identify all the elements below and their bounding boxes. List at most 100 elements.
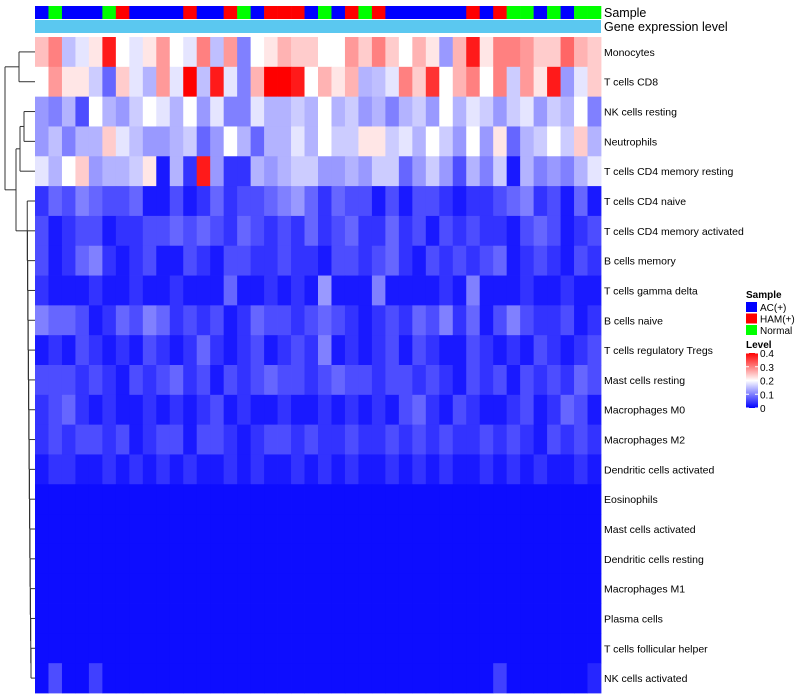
heatmap-cell <box>183 335 198 366</box>
heatmap-cell <box>88 305 103 336</box>
heatmap-cell <box>88 484 103 515</box>
heatmap-cell <box>264 335 278 366</box>
heatmap-cell <box>533 186 548 217</box>
heatmap-cell <box>88 335 103 366</box>
heatmap-cell <box>506 335 521 366</box>
row-label: T cells gamma delta <box>604 285 698 297</box>
heatmap-cell <box>398 126 413 157</box>
heatmap-cell <box>48 305 63 336</box>
heatmap-cell <box>115 96 130 127</box>
heatmap-cell <box>398 96 413 127</box>
heatmap-cell <box>560 66 575 98</box>
heatmap-cell <box>520 96 535 127</box>
heatmap-cell <box>75 66 90 98</box>
sample-annotation-cell <box>35 6 49 19</box>
heatmap-cell <box>574 245 588 276</box>
heatmap-cell <box>48 543 63 575</box>
heatmap-cell <box>142 573 157 604</box>
heatmap-cell <box>520 633 535 664</box>
heatmap-cell <box>169 573 184 604</box>
row-label: Dendritic cells resting <box>604 554 704 566</box>
heatmap-cell <box>142 514 157 545</box>
heatmap-cell <box>358 365 373 396</box>
heatmap-cell <box>398 275 413 306</box>
heatmap-cell <box>102 424 117 455</box>
heatmap-cell <box>318 37 332 68</box>
heatmap-cell <box>371 126 386 157</box>
heatmap-cell <box>210 573 225 604</box>
heatmap-cell <box>196 186 211 217</box>
heatmap-cell <box>506 186 521 217</box>
heatmap-cell <box>61 66 76 98</box>
heatmap-cell <box>156 424 171 455</box>
heatmap-cell <box>75 96 90 127</box>
heatmap-cell <box>574 484 588 515</box>
heatmap-cell <box>574 96 588 127</box>
heatmap-cell <box>250 96 265 127</box>
heatmap-cell <box>466 126 481 157</box>
heatmap-cell <box>277 633 292 664</box>
heatmap-cell <box>318 514 332 545</box>
sample-annotation-cell <box>412 6 427 19</box>
heatmap-cell <box>156 365 171 396</box>
heatmap-cell <box>344 573 359 604</box>
heatmap-cell <box>587 305 602 336</box>
heatmap-cell <box>533 484 548 515</box>
heatmap-cell <box>560 365 575 396</box>
heatmap-cell <box>412 245 427 276</box>
heatmap-cell <box>331 573 346 604</box>
heatmap-cell <box>48 365 63 396</box>
heatmap-cell <box>547 66 561 98</box>
heatmap-cell <box>371 484 386 515</box>
heatmap-cell <box>520 573 535 604</box>
heatmap-cell <box>223 603 238 634</box>
heatmap-cell <box>560 37 575 68</box>
heatmap-cell <box>223 514 238 545</box>
heatmap-cell <box>169 454 184 485</box>
level-ticks: 0.4 0.3 0.2 0.1 0 <box>746 349 774 415</box>
row-label: Dendritic cells activated <box>604 464 714 476</box>
heatmap-cell <box>88 365 103 396</box>
sample-legend-swatch <box>746 302 757 312</box>
heatmap-cell <box>115 126 130 157</box>
heatmap-cell <box>412 335 427 366</box>
heatmap-cell <box>183 245 198 276</box>
heatmap-cell <box>48 96 63 127</box>
heatmap-cell <box>196 126 211 157</box>
heatmap-cell <box>452 305 467 336</box>
heatmap-cell <box>520 603 535 634</box>
heatmap-cell <box>398 663 413 694</box>
heatmap-cell <box>102 215 117 247</box>
heatmap-cell <box>358 156 373 187</box>
heatmap-cell <box>102 633 117 664</box>
heatmap-cell <box>371 335 386 366</box>
heatmap-cell <box>102 186 117 217</box>
heatmap-cell <box>196 484 211 515</box>
row-label: Mast cells activated <box>604 524 696 536</box>
heatmap-cell <box>210 365 225 396</box>
heatmap-cell <box>533 156 548 187</box>
heatmap-cell <box>574 424 588 455</box>
heatmap-cell <box>237 96 252 127</box>
heatmap-cell <box>371 275 386 306</box>
heatmap-cell <box>398 186 413 217</box>
heatmap-cell <box>371 66 386 98</box>
heatmap-cell <box>385 156 400 187</box>
sample-annotation-cell <box>115 6 130 19</box>
heatmap-cell <box>560 484 575 515</box>
legend: Sample AC(+)HAM(+)Normal Level 0.4 0.3 0.2… <box>746 290 795 415</box>
heatmap-cell <box>61 275 76 306</box>
heatmap-cell <box>479 603 494 634</box>
heatmap-cell <box>318 365 332 396</box>
heatmap-cell <box>425 484 440 515</box>
heatmap-cell <box>35 365 49 396</box>
heatmap-cell <box>102 66 117 98</box>
heatmap-cell <box>142 186 157 217</box>
heatmap-cell <box>587 663 602 694</box>
row-label: B cells memory <box>604 256 677 268</box>
sample-annotation-cell <box>196 6 211 19</box>
heatmap-cell <box>533 573 548 604</box>
heatmap-cell <box>75 573 90 604</box>
heatmap-cell <box>344 424 359 455</box>
heatmap-cell <box>344 66 359 98</box>
